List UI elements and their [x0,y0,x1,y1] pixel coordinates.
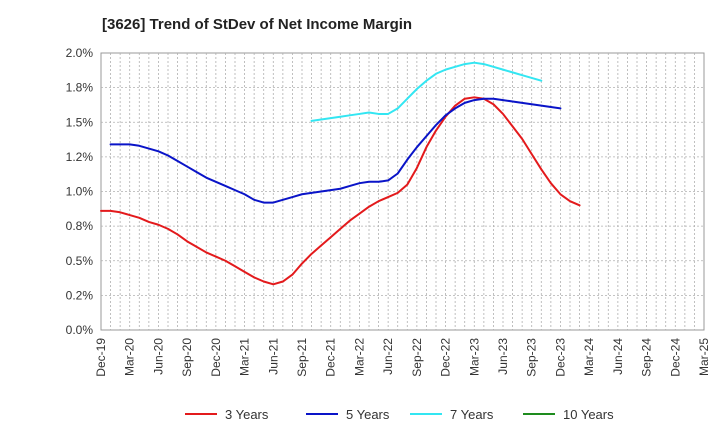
x-tick-label: Jun-23 [496,338,510,375]
x-tick-label: Sep-24 [640,338,654,377]
y-tick-label: 0.2% [66,288,94,302]
grid-layer [100,52,705,331]
x-tick-label: Mar-25 [697,338,711,376]
x-tick-label: Jun-20 [151,338,165,375]
x-tick-label: Sep-22 [410,338,424,377]
x-tick-label: Dec-22 [439,338,453,377]
chart-title: [3626] Trend of StDev of Net Income Marg… [102,16,412,33]
y-tick-label: 1.8% [66,81,94,95]
x-tick-label: Dec-24 [668,338,682,377]
x-tick-label: Sep-21 [295,338,309,377]
x-tick-label: Sep-23 [525,338,539,377]
x-tick-label: Mar-21 [238,338,252,376]
x-tick-label: Jun-21 [266,338,280,375]
x-tick-label: Mar-24 [582,338,596,376]
series-layer [100,61,581,286]
axis-layer: 0.0% 0.2% 0.5% 0.8% 1.0% 1.2% 1.5% 1.8% 2.0% Dec-… [66,46,711,377]
y-tick-label: 0.8% [66,219,94,233]
x-tick-label: Mar-22 [352,338,366,376]
legend-label-3-years: 3 Years [225,407,269,422]
y-tick-label: 1.2% [66,150,94,164]
legend: 3 Years 5 Years 7 Years 10 Years [185,407,614,422]
x-tick-label: Jun-24 [611,338,625,375]
legend-label-10-years: 10 Years [563,407,614,422]
x-tick-label: Dec-23 [553,338,567,377]
y-tick-label: 1.0% [66,185,94,199]
y-tick-label: 1.5% [66,115,94,129]
y-tick-label: 0.5% [66,254,94,268]
y-tick-label: 0.0% [66,323,94,337]
x-tick-label: Jun-22 [381,338,395,375]
x-tick-label: Dec-19 [94,338,108,377]
series-line-3-years [100,96,581,286]
x-tick-label: Mar-20 [123,338,137,376]
x-tick-label: Dec-20 [209,338,223,377]
x-tick-label: Sep-20 [180,338,194,377]
x-tick-label: Mar-23 [467,338,481,376]
series-line-5-years [109,97,562,204]
series-line-7-years [310,61,543,122]
legend-label-7-years: 7 Years [450,407,494,422]
x-tick-label: Dec-21 [324,338,338,377]
legend-label-5-years: 5 Years [346,407,390,422]
y-tick-label: 2.0% [66,46,94,60]
